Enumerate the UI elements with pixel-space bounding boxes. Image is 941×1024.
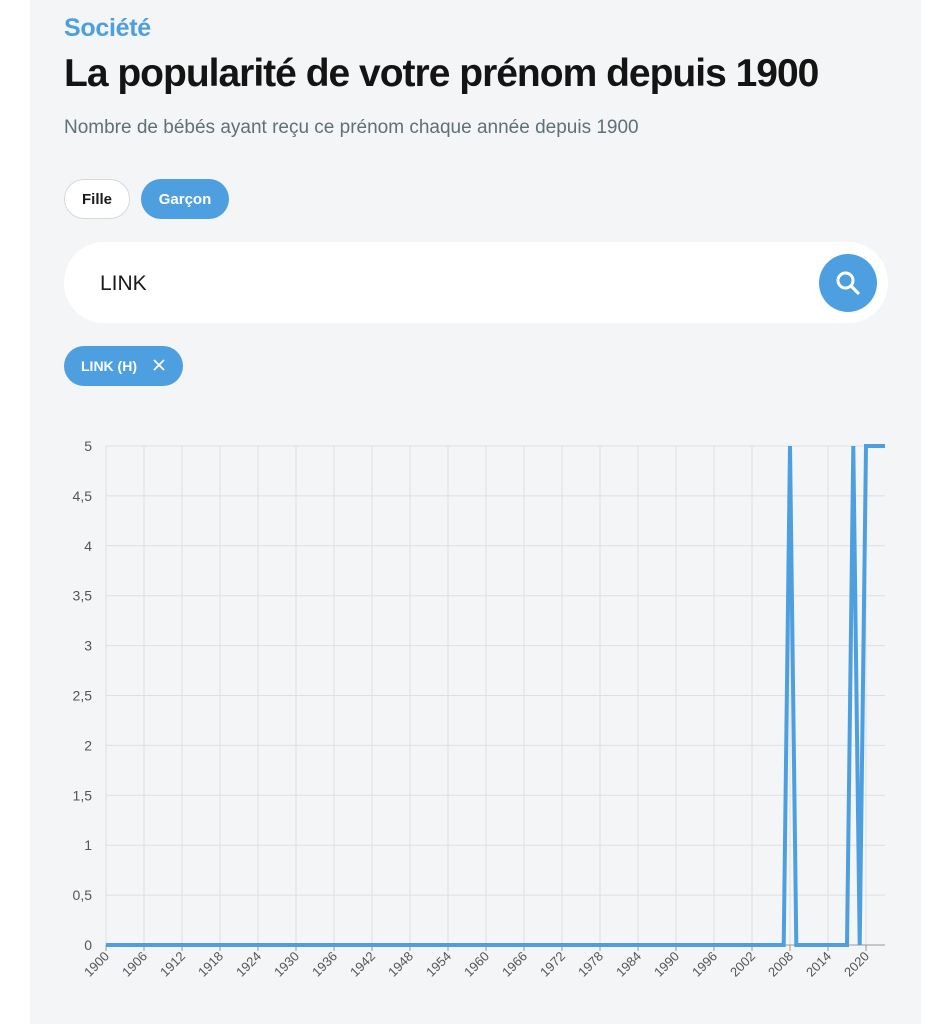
y-tick-label: 1,5	[73, 787, 93, 803]
x-tick-label: 1936	[309, 949, 340, 980]
x-tick-label: 1996	[689, 949, 720, 980]
x-tick-label: 2002	[727, 949, 758, 980]
y-tick-label: 0,5	[73, 887, 93, 903]
y-tick-label: 2,5	[73, 688, 93, 704]
search-bar	[64, 242, 888, 323]
x-tick-label: 2020	[841, 949, 872, 980]
selected-name-chip: LINK (H)	[64, 346, 183, 386]
x-tick-label: 1918	[195, 949, 226, 980]
series-line-0	[106, 444, 885, 947]
x-tick-label: 1984	[613, 949, 644, 980]
y-tick-label: 4,5	[73, 488, 93, 504]
x-tick-label: 1978	[575, 949, 606, 980]
gender-toggle-fille[interactable]: Fille	[64, 179, 130, 219]
x-tick-label: 1906	[119, 949, 150, 980]
search-button[interactable]	[819, 254, 877, 312]
x-tick-label: 1948	[385, 949, 416, 980]
x-tick-label: 1972	[537, 949, 568, 980]
x-tick-label: 1954	[423, 949, 454, 980]
close-icon	[153, 359, 165, 371]
x-tick-label: 2008	[765, 949, 796, 980]
x-tick-label: 2014	[803, 949, 834, 980]
y-tick-label: 3,5	[73, 588, 93, 604]
x-tick-label: 1924	[233, 949, 264, 980]
search-icon	[836, 271, 860, 295]
selected-name-label: LINK (H)	[81, 358, 137, 374]
x-tick-label: 1900	[81, 949, 112, 980]
x-tick-label: 1912	[157, 949, 188, 980]
x-tick-label: 1942	[347, 949, 378, 980]
section-kicker[interactable]: Société	[64, 14, 151, 42]
x-tick-label: 1990	[651, 949, 682, 980]
y-tick-label: 0	[84, 937, 92, 953]
page-title: La popularité de votre prénom depuis 190…	[64, 52, 819, 95]
y-tick-label: 2	[84, 737, 92, 753]
content-panel	[30, 0, 921, 1024]
y-tick-label: 4	[84, 538, 92, 554]
popularity-chart: 0 0,5 1 1,5 2 2,5 3 3,5 4 4,5 5 1900 1906 1912 1918 192…	[73, 438, 885, 980]
remove-name-button[interactable]	[149, 355, 169, 375]
y-tick-label: 1	[84, 837, 92, 853]
x-tick-label: 1960	[461, 949, 492, 980]
page-subtitle: Nombre de bébés ayant reçu ce prénom cha…	[64, 117, 639, 138]
y-tick-label: 5	[84, 438, 92, 454]
gender-toggle-garcon[interactable]: Garçon	[141, 179, 229, 219]
x-tick-label: 1930	[271, 949, 302, 980]
y-tick-label: 3	[84, 638, 92, 654]
search-input[interactable]	[98, 266, 802, 302]
x-tick-label: 1966	[499, 949, 530, 980]
